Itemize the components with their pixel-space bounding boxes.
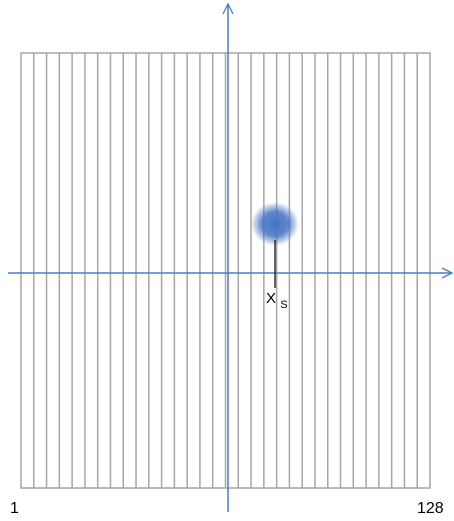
position-label-subscript: S [280, 299, 287, 311]
first-strip-label: 1 [10, 500, 19, 517]
position-label-main: X [266, 290, 276, 307]
beam-spot [251, 202, 299, 246]
strip-grid [20, 52, 431, 489]
position-label: X S [266, 290, 288, 311]
last-strip-label: 128 [417, 500, 444, 517]
